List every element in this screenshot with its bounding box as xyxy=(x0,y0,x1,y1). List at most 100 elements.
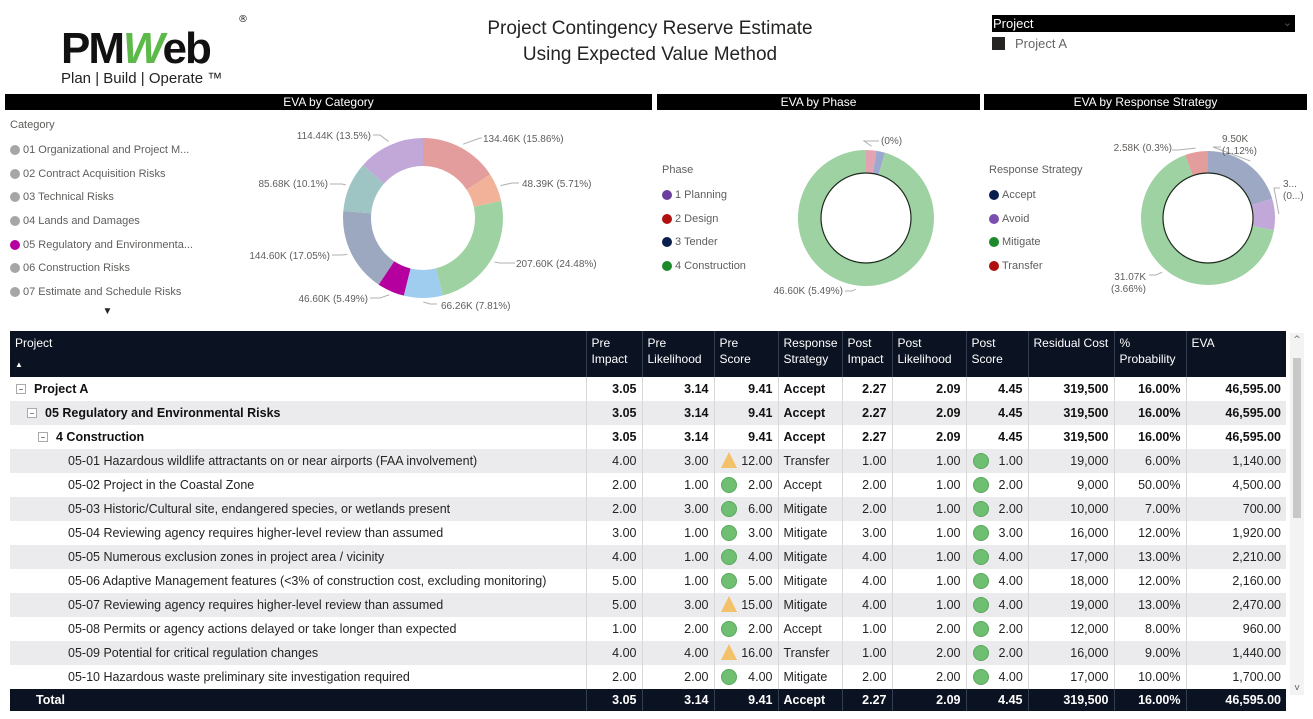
project-slicer-header[interactable]: Project ⌄ xyxy=(992,15,1295,32)
legend-item[interactable]: Accept xyxy=(989,183,1083,207)
table-row[interactable]: 05-07 Reviewing agency requires higher-l… xyxy=(10,593,1286,617)
legend-item[interactable]: 2 Design xyxy=(662,207,746,231)
legend-item[interactable]: 04 Lands and Damages xyxy=(10,209,205,233)
column-header[interactable]: Project ▲ xyxy=(10,331,586,377)
scroll-up-icon[interactable]: ^ xyxy=(1293,335,1301,345)
chevron-down-icon[interactable]: ⌄ xyxy=(1282,17,1292,29)
table-row[interactable]: 05-05 Numerous exclusion zones in projec… xyxy=(10,545,1286,569)
cell-value: 3.14 xyxy=(684,693,709,707)
legend-item[interactable]: 1 Planning xyxy=(662,183,746,207)
sort-ascending-icon[interactable]: ▲ xyxy=(15,360,23,369)
donut-slice[interactable] xyxy=(343,165,385,214)
table-cell: 3.14 xyxy=(641,689,714,711)
legend-more-icon[interactable]: ▼ xyxy=(102,305,113,317)
collapse-icon[interactable] xyxy=(16,384,26,394)
column-header[interactable]: Pre Likelihood xyxy=(641,331,714,377)
cell-value: 12.00% xyxy=(1138,574,1181,588)
legend-item[interactable]: 4 Construction xyxy=(662,254,746,278)
donut-slice[interactable] xyxy=(872,150,886,175)
legend-item[interactable]: 02 Contract Acquisition Risks xyxy=(10,162,205,186)
cell-value: 10,000 xyxy=(1070,502,1109,516)
table-cell: 4.45 xyxy=(965,689,1028,711)
donut-slice[interactable] xyxy=(363,138,423,184)
table-row[interactable]: 05-01 Hazardous wildlife attractants on … xyxy=(10,449,1286,473)
table-cell: 3.05 xyxy=(585,425,642,449)
column-header[interactable]: Pre Impact xyxy=(585,331,642,377)
column-header-label: EVA xyxy=(1191,336,1215,350)
cell-value: 4.00 xyxy=(612,646,637,660)
column-header[interactable]: Post Likelihood xyxy=(891,331,966,377)
table-scrollbar[interactable]: ^ v xyxy=(1290,333,1304,695)
column-header-label: Pre Likelihood xyxy=(647,336,702,366)
donut-slice[interactable] xyxy=(378,261,411,296)
table-cell: 5.00 xyxy=(585,569,642,593)
table-cell: Mitigate xyxy=(777,545,842,569)
legend-item[interactable]: 06 Construction Risks xyxy=(10,256,205,280)
table-row[interactable]: 05-02 Project in the Coastal Zone 2.00 1.0… xyxy=(10,473,1286,497)
group-row[interactable]: 4 Construction 3.05 3.14 9.41 Accept 2.27 2.09… xyxy=(10,425,1286,449)
table-cell: 12.00% xyxy=(1113,521,1186,545)
donut-slice[interactable] xyxy=(1251,198,1275,231)
table-cell: 05-10 Hazardous waste preliminary site i… xyxy=(10,665,586,689)
donut-slice[interactable] xyxy=(798,150,934,286)
legend-item[interactable]: Mitigate xyxy=(989,230,1083,254)
donut-slice[interactable] xyxy=(466,174,502,207)
legend-item[interactable]: Transfer xyxy=(989,254,1083,278)
table-cell: 3.14 xyxy=(641,401,714,425)
pmweb-logo: PMWeb ® Plan | Build | Operate ™ xyxy=(58,14,258,90)
legend-item[interactable]: 07 Estimate and Schedule Risks xyxy=(10,280,205,304)
group-row[interactable]: Project A 3.05 3.14 9.41 Accept 2.27 2.09 4.45 3… xyxy=(10,377,1286,401)
checkbox-icon[interactable] xyxy=(992,37,1005,50)
table-row[interactable]: 05-04 Reviewing agency requires higher-l… xyxy=(10,521,1286,545)
cell-value: 2.00 xyxy=(612,502,637,516)
table-cell: 2,160.00 xyxy=(1185,569,1286,593)
legend-item[interactable]: 05 Regulatory and Environmenta... xyxy=(10,233,205,257)
scroll-down-icon[interactable]: v xyxy=(1294,683,1300,693)
donut-slice[interactable] xyxy=(403,268,443,298)
column-header[interactable]: EVA xyxy=(1185,331,1286,377)
legend-item[interactable]: Avoid xyxy=(989,207,1083,231)
slicer-item-project-a[interactable]: Project A xyxy=(992,36,1295,51)
legend-item[interactable]: 01 Organizational and Project M... xyxy=(10,138,205,162)
table-cell: 960.00 xyxy=(1185,617,1286,641)
donut-slice[interactable] xyxy=(1185,151,1208,176)
column-header[interactable]: Pre Score xyxy=(713,331,778,377)
column-header[interactable]: % Probability xyxy=(1113,331,1186,377)
cell-value: 1,140.00 xyxy=(1232,454,1281,468)
table-row[interactable]: 05-08 Permits or agency actions delayed … xyxy=(10,617,1286,641)
cell-value: 15.00 xyxy=(741,598,773,612)
donut-slice[interactable] xyxy=(435,200,503,296)
donut-slice[interactable] xyxy=(866,150,877,174)
column-header[interactable]: Post Score xyxy=(965,331,1028,377)
table-row[interactable]: 05-09 Potential for critical regulation … xyxy=(10,641,1286,665)
table-cell: 2,210.00 xyxy=(1185,545,1286,569)
legend-title: Phase xyxy=(662,164,694,176)
donut-slice[interactable] xyxy=(343,210,395,285)
table-row[interactable]: 05-03 Historic/Cultural site, endangered… xyxy=(10,497,1286,521)
legend-dot-icon xyxy=(10,286,20,297)
collapse-icon[interactable] xyxy=(27,408,37,418)
cell-value: 1,920.00 xyxy=(1232,526,1281,540)
leader-line xyxy=(862,140,879,147)
table-cell: 8.00% xyxy=(1113,617,1186,641)
collapse-icon[interactable] xyxy=(38,432,48,442)
donut-slice[interactable] xyxy=(423,138,491,190)
table-cell: 17,000 xyxy=(1027,665,1114,689)
table-cell: 9.00% xyxy=(1113,641,1186,665)
group-row[interactable]: 05 Regulatory and Environmental Risks 3.0… xyxy=(10,401,1286,425)
table-row[interactable]: 05-06 Adaptive Management features (<3% … xyxy=(10,569,1286,593)
legend-item[interactable]: 03 Technical Risks xyxy=(10,185,205,209)
column-header[interactable]: Residual Cost xyxy=(1027,331,1114,377)
column-header[interactable]: Post Impact xyxy=(841,331,892,377)
scrollbar-thumb[interactable] xyxy=(1293,358,1301,518)
cell-value: 2.00 xyxy=(936,670,961,684)
cell-value: Accept xyxy=(783,478,822,492)
cell-value: 16,000 xyxy=(1070,646,1109,660)
legend-dot-icon xyxy=(989,189,999,200)
column-header[interactable]: Response Strategy xyxy=(777,331,842,377)
cell-value: 2.09 xyxy=(936,430,961,444)
table-row[interactable]: 05-10 Hazardous waste preliminary site i… xyxy=(10,665,1286,689)
legend-item[interactable]: 3 Tender xyxy=(662,230,746,254)
cell-value: 5.00 xyxy=(612,598,637,612)
donut-slice[interactable] xyxy=(1208,151,1273,206)
